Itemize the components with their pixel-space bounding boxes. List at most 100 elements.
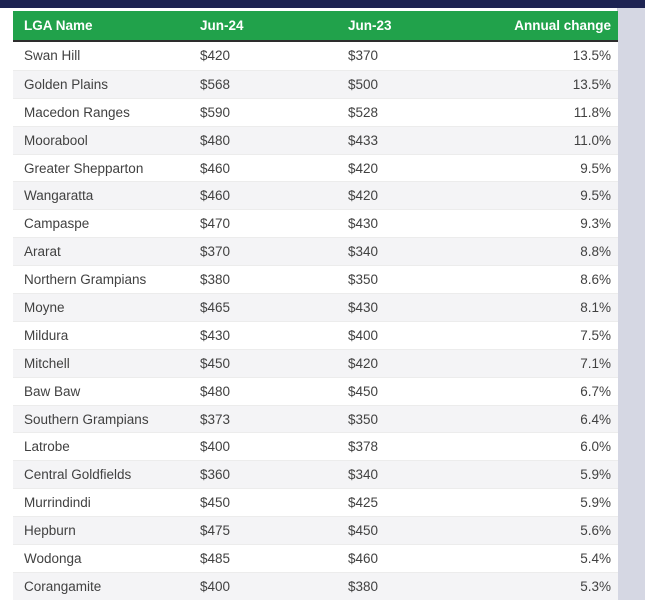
right-page-strip xyxy=(617,8,645,600)
cell-jun-23: $350 xyxy=(348,272,379,288)
cell-annual-change: 5.4% xyxy=(580,550,611,566)
cell-jun-23: $420 xyxy=(348,160,379,176)
cell-jun-24: $480 xyxy=(200,132,231,148)
table-row: Ararat $370 $340 8.8% xyxy=(13,237,618,266)
cell-jun-23: $340 xyxy=(348,467,379,483)
cell-lga-name: Southern Grampians xyxy=(24,411,149,427)
cell-jun-24: $373 xyxy=(200,411,231,427)
column-header-jun-23: Jun-23 xyxy=(348,18,392,33)
cell-lga-name: Hepburn xyxy=(24,523,76,539)
cell-lga-name: Moorabool xyxy=(24,132,88,148)
cell-jun-23: $340 xyxy=(348,244,379,260)
table-row: Greater Shepparton $460 $420 9.5% xyxy=(13,153,618,182)
cell-annual-change: 11.8% xyxy=(573,104,611,120)
cell-jun-24: $400 xyxy=(200,439,231,455)
cell-annual-change: 8.6% xyxy=(580,272,611,288)
cell-lga-name: Latrobe xyxy=(24,439,70,455)
cell-jun-23: $430 xyxy=(348,216,379,232)
cell-lga-name: Murrindindi xyxy=(24,495,91,511)
table-row: Northern Grampians $380 $350 8.6% xyxy=(13,265,618,294)
column-header-lga-name: LGA Name xyxy=(24,18,93,33)
top-navy-bar xyxy=(0,0,645,8)
cell-annual-change: 11.0% xyxy=(573,132,611,148)
cell-jun-23: $370 xyxy=(348,48,379,64)
cell-annual-change: 8.1% xyxy=(580,299,611,315)
cell-annual-change: 7.1% xyxy=(580,355,611,371)
cell-jun-24: $485 xyxy=(200,550,231,566)
table-row: Latrobe $400 $378 6.0% xyxy=(13,432,618,461)
cell-jun-23: $400 xyxy=(348,327,379,343)
table-header-row: LGA Name Jun-24 Jun-23 Annual change xyxy=(13,11,618,42)
cell-jun-23: $460 xyxy=(348,550,379,566)
cell-lga-name: Macedon Ranges xyxy=(24,104,130,120)
cell-jun-24: $450 xyxy=(200,355,231,371)
cell-lga-name: Greater Shepparton xyxy=(24,160,144,176)
table-row: Moyne $465 $430 8.1% xyxy=(13,293,618,321)
cell-lga-name: Wodonga xyxy=(24,550,82,566)
cell-lga-name: Northern Grampians xyxy=(24,272,147,288)
cell-annual-change: 6.4% xyxy=(580,411,611,427)
rent-by-lga-table: LGA Name Jun-24 Jun-23 Annual change Swa… xyxy=(13,11,618,600)
table-row: Wodonga $485 $460 5.4% xyxy=(13,544,618,572)
cell-jun-24: $460 xyxy=(200,160,231,176)
cell-jun-23: $425 xyxy=(348,495,379,511)
cell-jun-23: $350 xyxy=(348,411,379,427)
table-row: Moorabool $480 $433 11.0% xyxy=(13,125,618,154)
cell-jun-23: $380 xyxy=(348,578,379,594)
cell-jun-24: $568 xyxy=(200,76,231,92)
cell-jun-24: $360 xyxy=(200,467,231,483)
cell-annual-change: 13.5% xyxy=(572,48,611,64)
cell-annual-change: 5.9% xyxy=(580,495,611,511)
table-row: Baw Baw $480 $450 6.7% xyxy=(13,376,618,405)
cell-lga-name: Golden Plains xyxy=(24,76,109,92)
cell-jun-24: $475 xyxy=(200,523,231,539)
table-row: Macedon Ranges $590 $528 11.8% xyxy=(13,97,618,126)
cell-jun-23: $420 xyxy=(348,188,379,204)
cell-jun-23: $500 xyxy=(348,76,379,92)
table-row: Central Goldfields $360 $340 5.9% xyxy=(13,460,618,489)
cell-annual-change: 6.7% xyxy=(580,383,611,399)
cell-lga-name: Corangamite xyxy=(24,578,102,594)
cell-annual-change: 13.5% xyxy=(572,76,611,92)
cell-lga-name: Ararat xyxy=(24,244,61,260)
cell-annual-change: 5.9% xyxy=(580,467,611,483)
table-row: Golden Plains $568 $500 13.5% xyxy=(13,69,618,98)
cell-jun-24: $590 xyxy=(200,104,231,120)
cell-jun-24: $460 xyxy=(200,188,231,204)
cell-jun-24: $465 xyxy=(200,299,231,315)
table-row: Murrindindi $450 $425 5.9% xyxy=(13,488,618,517)
cell-annual-change: 9.5% xyxy=(580,160,611,176)
cell-jun-23: $430 xyxy=(348,299,379,315)
cell-jun-23: $378 xyxy=(348,439,379,455)
cell-jun-24: $380 xyxy=(200,272,231,288)
cell-jun-24: $480 xyxy=(200,383,231,399)
column-header-jun-24: Jun-24 xyxy=(200,18,244,33)
cell-jun-23: $450 xyxy=(348,383,379,399)
cell-lga-name: Campaspe xyxy=(24,216,90,232)
cell-annual-change: 9.5% xyxy=(580,188,611,204)
table-row: Swan Hill $420 $370 13.5% xyxy=(13,42,618,70)
table-row: Campaspe $470 $430 9.3% xyxy=(13,209,618,238)
cell-jun-24: $430 xyxy=(200,327,231,343)
cell-annual-change: 8.8% xyxy=(580,244,611,260)
cell-lga-name: Baw Baw xyxy=(24,383,81,399)
cell-jun-24: $470 xyxy=(200,216,231,232)
table-row: Corangamite $400 $380 5.3% xyxy=(13,571,618,600)
cell-lga-name: Swan Hill xyxy=(24,48,81,64)
cell-annual-change: 6.0% xyxy=(580,439,611,455)
cell-jun-24: $370 xyxy=(200,244,231,260)
cell-lga-name: Wangaratta xyxy=(24,188,94,204)
table-row: Mitchell $450 $420 7.1% xyxy=(13,348,618,377)
table-row: Wangaratta $460 $420 9.5% xyxy=(13,181,618,210)
cell-jun-24: $450 xyxy=(200,495,231,511)
table-row: Southern Grampians $373 $350 6.4% xyxy=(13,404,618,433)
cell-lga-name: Moyne xyxy=(24,299,65,315)
cell-jun-24: $400 xyxy=(200,578,231,594)
cell-jun-24: $420 xyxy=(200,48,231,64)
cell-lga-name: Mitchell xyxy=(24,355,70,371)
cell-jun-23: $433 xyxy=(348,132,379,148)
table-body: Swan Hill $420 $370 13.5% Golden Plains $568 $… xyxy=(13,42,618,600)
column-header-annual-change: Annual change xyxy=(514,18,611,33)
cell-jun-23: $420 xyxy=(348,355,379,371)
